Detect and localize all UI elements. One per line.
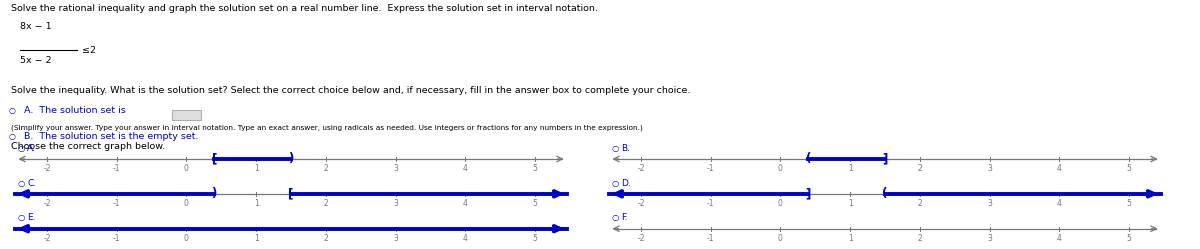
Text: ○: ○ [18, 144, 25, 153]
Text: C.: C. [28, 179, 36, 187]
Text: 0: 0 [778, 164, 782, 173]
Text: 4: 4 [463, 164, 468, 173]
Text: 0: 0 [778, 199, 782, 208]
Text: 3: 3 [988, 199, 992, 208]
Text: [: [ [288, 187, 294, 200]
Text: 3: 3 [394, 164, 398, 173]
Text: 1: 1 [253, 199, 258, 208]
Text: (: ( [882, 187, 888, 200]
Text: -1: -1 [707, 234, 714, 243]
Text: 8x − 1: 8x − 1 [20, 22, 52, 31]
Text: 1: 1 [253, 234, 258, 243]
Text: 3: 3 [988, 234, 992, 243]
Text: ○: ○ [612, 144, 619, 153]
Text: ): ) [211, 187, 217, 200]
FancyBboxPatch shape [173, 110, 200, 120]
Text: 2: 2 [918, 199, 923, 208]
Text: -2: -2 [637, 199, 644, 208]
Text: 1: 1 [847, 234, 852, 243]
Text: 2: 2 [324, 164, 329, 173]
Text: -1: -1 [113, 164, 120, 173]
Text: (: ( [805, 152, 811, 166]
Text: -1: -1 [707, 164, 714, 173]
Text: 1: 1 [847, 164, 852, 173]
Text: Choose the correct graph below.: Choose the correct graph below. [11, 142, 166, 151]
Text: 4: 4 [1057, 199, 1062, 208]
Text: 5: 5 [1127, 234, 1132, 243]
Text: 2: 2 [324, 234, 329, 243]
Text: 3: 3 [394, 234, 398, 243]
Text: 4: 4 [463, 234, 468, 243]
Text: ○: ○ [18, 213, 25, 222]
Text: 5: 5 [1127, 164, 1132, 173]
Text: -1: -1 [113, 199, 120, 208]
Text: 2: 2 [324, 199, 329, 208]
Text: 3: 3 [394, 199, 398, 208]
Text: -2: -2 [637, 164, 644, 173]
Text: ○: ○ [8, 106, 16, 115]
Text: Solve the rational inequality and graph the solution set on a real number line. : Solve the rational inequality and graph … [11, 4, 598, 13]
Text: 0: 0 [184, 234, 188, 243]
Text: B.  The solution set is the empty set.: B. The solution set is the empty set. [24, 132, 199, 141]
Text: D.: D. [622, 179, 631, 187]
Text: 3: 3 [988, 164, 992, 173]
Text: Solve the inequality. What is the solution set? Select the correct choice below : Solve the inequality. What is the soluti… [11, 86, 690, 95]
Text: ≤2: ≤2 [82, 46, 96, 55]
Text: 4: 4 [1057, 234, 1062, 243]
Text: -2: -2 [43, 164, 50, 173]
Text: ○: ○ [612, 213, 619, 222]
Text: ○: ○ [612, 179, 619, 187]
Text: (Simplify your answer. Type your answer in interval notation. Type an exact answ: (Simplify your answer. Type your answer … [11, 124, 643, 131]
Text: 1: 1 [847, 199, 852, 208]
Text: E.: E. [28, 213, 36, 222]
Text: -1: -1 [113, 234, 120, 243]
Text: ○: ○ [8, 132, 16, 141]
Text: 5: 5 [533, 199, 538, 208]
Text: -2: -2 [637, 234, 644, 243]
Text: -2: -2 [43, 234, 50, 243]
Text: 4: 4 [1057, 164, 1062, 173]
Text: -2: -2 [43, 199, 50, 208]
Text: A.  The solution set is: A. The solution set is [24, 106, 126, 115]
Text: ): ) [288, 152, 294, 166]
Text: 0: 0 [184, 199, 188, 208]
Text: [: [ [211, 152, 217, 166]
Text: B.: B. [622, 144, 630, 153]
Text: ○: ○ [18, 179, 25, 187]
Text: 1: 1 [253, 164, 258, 173]
Text: A.: A. [28, 144, 36, 153]
Text: 5x − 2: 5x − 2 [20, 56, 52, 65]
Text: 2: 2 [918, 164, 923, 173]
Text: 2: 2 [918, 234, 923, 243]
Text: 5: 5 [1127, 199, 1132, 208]
Text: 5: 5 [533, 234, 538, 243]
Text: 0: 0 [184, 164, 188, 173]
Text: ]: ] [882, 152, 888, 166]
Text: 4: 4 [463, 199, 468, 208]
Text: 5: 5 [533, 164, 538, 173]
Text: ]: ] [805, 187, 811, 200]
Text: 0: 0 [778, 234, 782, 243]
Text: -1: -1 [707, 199, 714, 208]
Text: F.: F. [622, 213, 628, 222]
